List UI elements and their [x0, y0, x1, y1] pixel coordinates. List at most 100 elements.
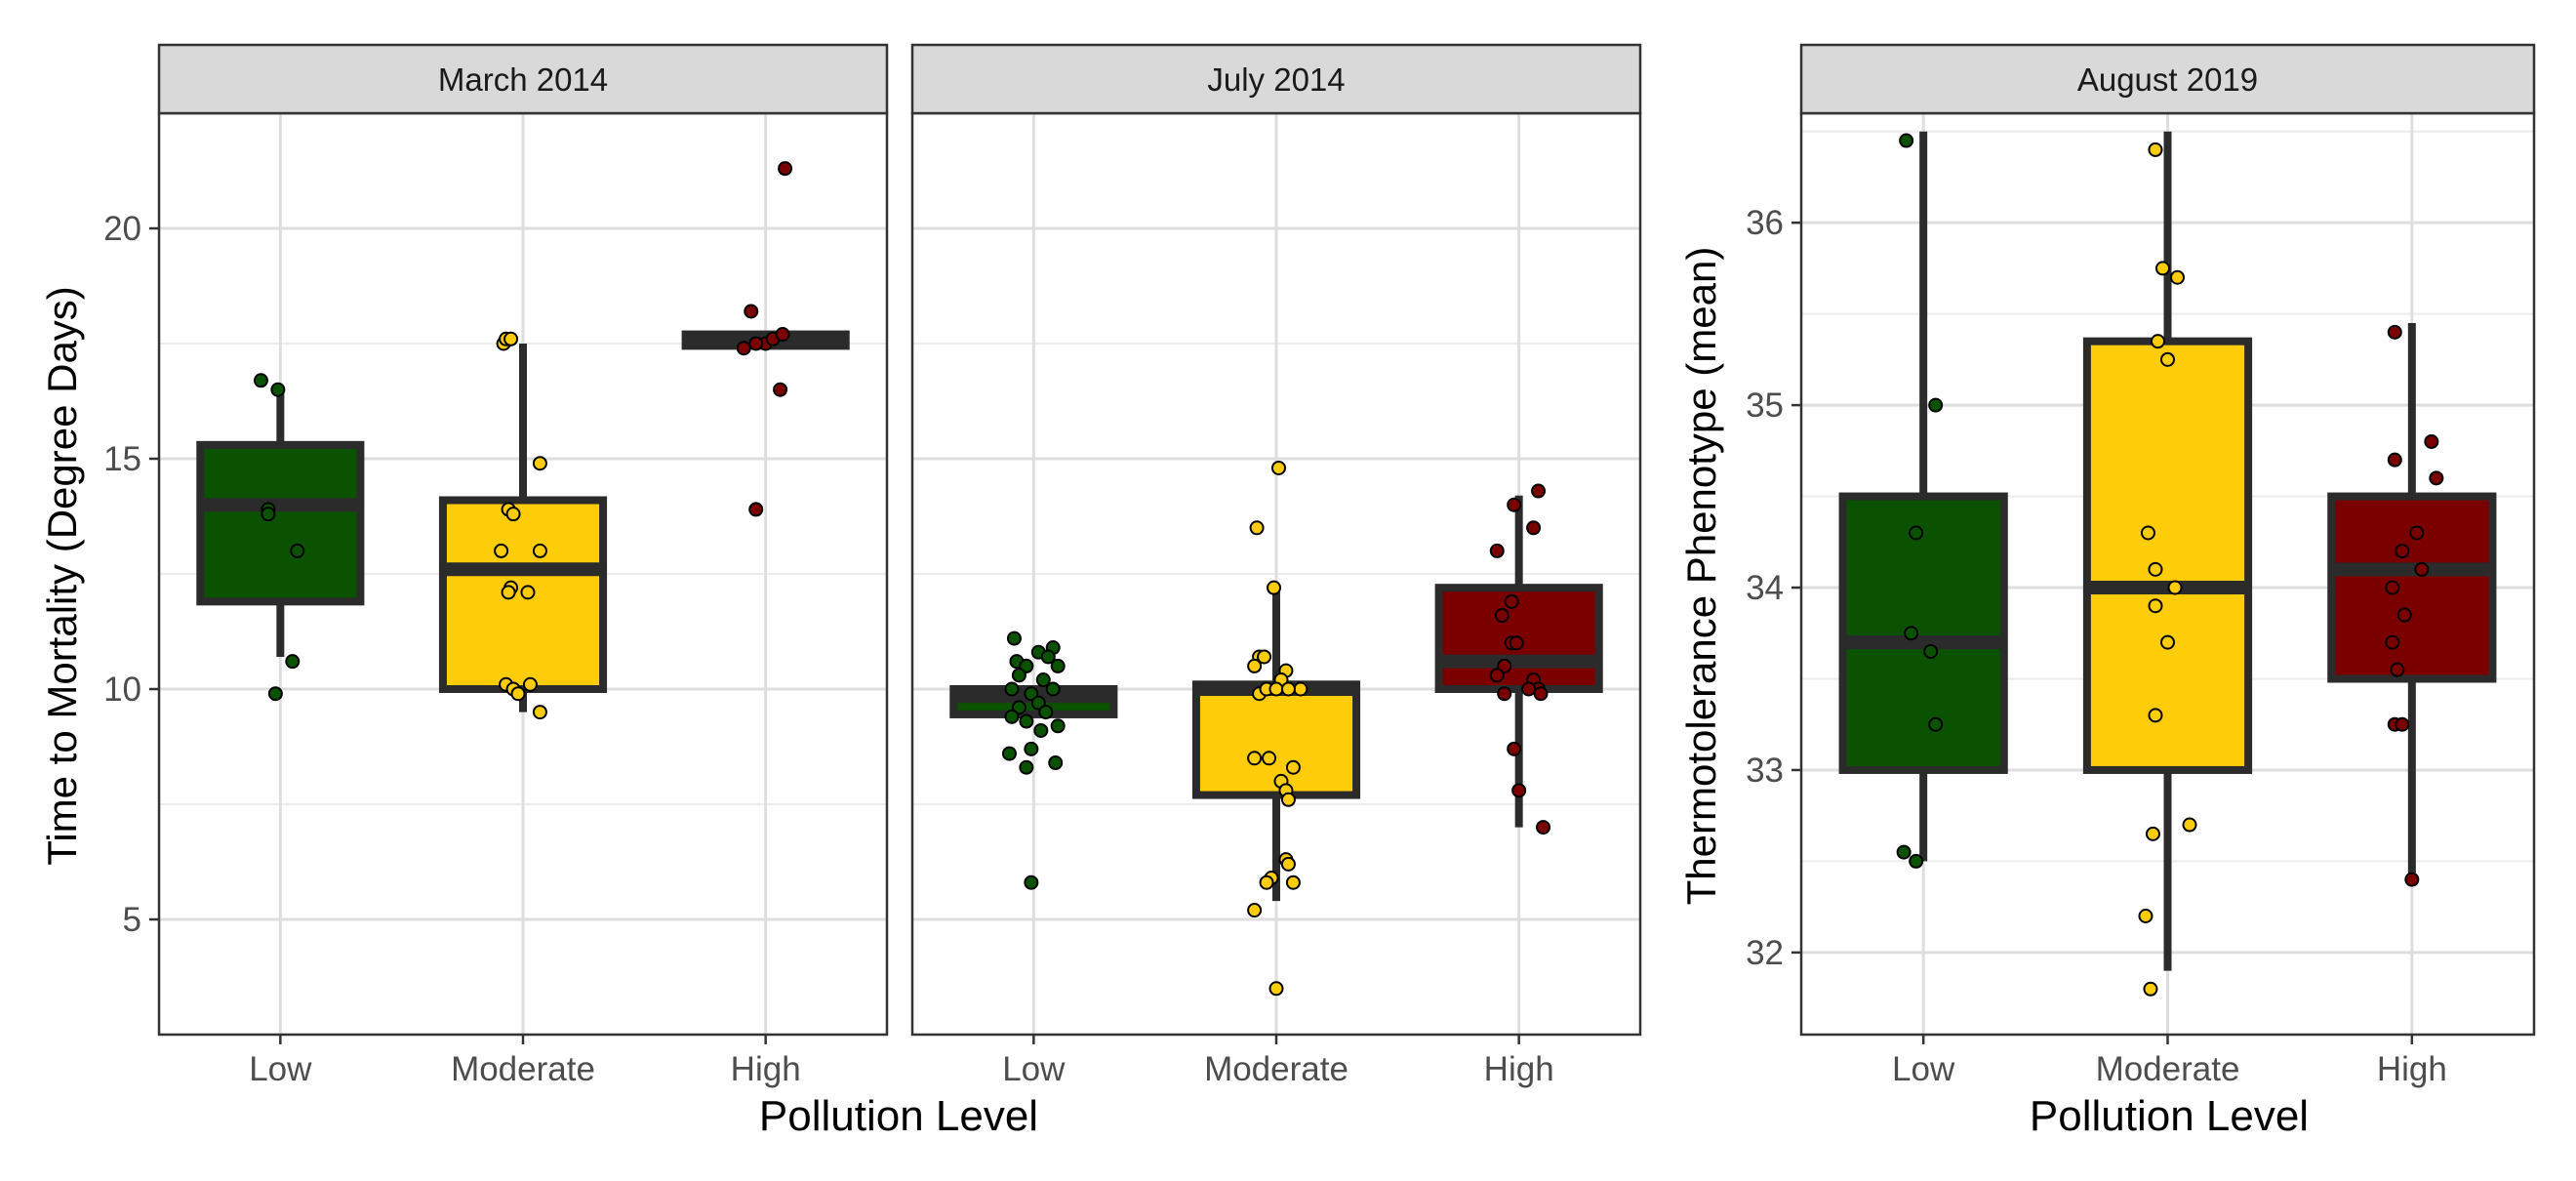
data-point	[2387, 324, 2402, 340]
panel-2: July 2014 Low Moderate High	[910, 43, 1642, 1088]
data-point	[1489, 668, 1505, 683]
x-tick-label: High	[731, 1050, 801, 1088]
data-point	[748, 502, 764, 517]
data-point	[267, 686, 283, 702]
x-tick-label: High	[2377, 1050, 2447, 1088]
x-tick-label: High	[1484, 1050, 1554, 1088]
data-point	[2170, 269, 2186, 285]
data-point	[1489, 543, 1505, 558]
x-axis-title-left: Pollution Level	[759, 1092, 1038, 1140]
data-point	[1270, 460, 1286, 475]
data-point	[1001, 746, 1017, 761]
data-point	[1006, 631, 1022, 646]
y-tick-label: 34	[1746, 569, 1784, 607]
x-tick-label: Moderate	[451, 1050, 595, 1088]
y-tick-label: 33	[1746, 752, 1784, 790]
data-point	[1004, 681, 1020, 697]
data-point	[2138, 908, 2153, 923]
x-axis-title-right: Pollution Level	[2030, 1092, 2309, 1140]
data-point	[532, 705, 547, 720]
data-point	[2143, 981, 2158, 997]
data-point	[1507, 497, 1522, 512]
panel-3: August 2019 Low Moderate High 32 33 34 35 36	[1746, 43, 2536, 1088]
data-point	[2385, 634, 2400, 650]
data-point	[736, 341, 751, 356]
data-point	[2395, 544, 2410, 559]
data-point	[2414, 561, 2430, 577]
data-point	[1896, 844, 1912, 860]
data-point	[1531, 483, 1547, 499]
data-point	[1497, 686, 1512, 702]
data-point	[1909, 525, 1924, 541]
box-low	[196, 440, 365, 606]
y-tick-label: 20	[103, 210, 141, 248]
y-tick-label: 35	[1746, 387, 1784, 425]
data-point	[2387, 452, 2402, 468]
data-point	[1509, 635, 1524, 651]
data-point	[1259, 875, 1274, 890]
x-tick-label: Moderate	[1204, 1050, 1348, 1088]
data-point	[1035, 672, 1051, 688]
data-point	[1280, 792, 1296, 807]
data-point	[2167, 580, 2183, 595]
data-point	[744, 304, 759, 319]
y-tick-label: 5	[123, 901, 141, 939]
data-point	[778, 161, 793, 177]
data-point	[1533, 686, 1549, 702]
data-point	[2148, 142, 2163, 157]
data-point	[1019, 759, 1034, 775]
data-point	[2390, 662, 2405, 677]
data-point	[1494, 607, 1509, 623]
data-point	[2148, 598, 2163, 614]
data-point	[2140, 525, 2155, 541]
data-point	[1899, 133, 1914, 148]
data-point	[1019, 713, 1034, 729]
data-point	[1050, 658, 1066, 673]
data-point	[1249, 520, 1265, 536]
data-point	[2148, 708, 2163, 723]
data-point	[1285, 759, 1301, 775]
facet-strip	[157, 43, 889, 115]
data-point	[1923, 643, 1939, 659]
data-point	[1909, 853, 1924, 869]
data-point	[270, 382, 286, 397]
data-point	[261, 507, 276, 522]
y-tick-label: 15	[103, 440, 141, 478]
data-point	[2385, 580, 2400, 595]
data-point	[2154, 261, 2170, 276]
data-point	[773, 382, 788, 397]
data-point	[1280, 681, 1296, 697]
data-point	[1045, 681, 1061, 697]
data-point	[253, 373, 268, 388]
data-point	[1904, 626, 1919, 641]
y-tick-label: 32	[1746, 934, 1784, 972]
data-point	[1247, 903, 1263, 918]
data-point	[2396, 607, 2412, 623]
data-point	[1285, 875, 1301, 890]
data-point	[2148, 561, 2163, 577]
data-point	[1267, 580, 1282, 595]
data-point	[1536, 820, 1551, 835]
facet-title: March 2014	[438, 61, 608, 98]
x-tick-label: Low	[1892, 1050, 1955, 1088]
data-point	[2424, 433, 2439, 449]
data-point	[1280, 856, 1296, 872]
data-point	[2404, 872, 2420, 887]
data-point	[532, 543, 547, 558]
data-point	[1268, 681, 1284, 697]
panel-1: March 2014 Low Moderate High 5 10 15 20	[103, 43, 889, 1088]
y-axis-title-mortality: Time to Mortality (Degree Days)	[39, 286, 85, 866]
y-tick-label: 10	[103, 671, 141, 709]
data-point	[775, 327, 790, 343]
data-point	[1257, 649, 1272, 665]
data-point	[1511, 783, 1527, 798]
x-tick-label: Low	[249, 1050, 312, 1088]
data-point	[1928, 716, 1944, 732]
data-point	[1507, 741, 1522, 756]
y-tick-label: 36	[1746, 204, 1784, 242]
data-point	[285, 654, 301, 670]
data-point	[1024, 741, 1039, 756]
data-point	[494, 543, 509, 558]
x-tick-label: Moderate	[2096, 1050, 2240, 1088]
